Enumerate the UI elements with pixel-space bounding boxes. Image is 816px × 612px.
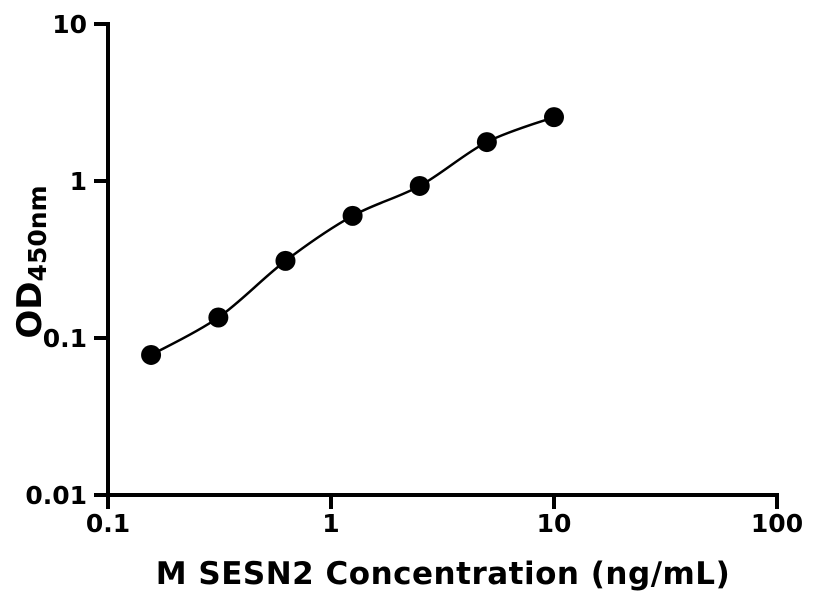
data-point bbox=[342, 205, 363, 226]
data-point bbox=[409, 175, 430, 196]
y-axis-title: OD450nm bbox=[10, 185, 52, 338]
x-tick-label: 0.1 bbox=[86, 509, 130, 538]
y-tick-label: 0.1 bbox=[43, 324, 87, 353]
x-tick-label: 100 bbox=[751, 509, 803, 538]
x-tick-label: 1 bbox=[322, 509, 339, 538]
x-axis-title: M SESN2 Concentration (ng/mL) bbox=[155, 556, 731, 592]
y-axis-title-main: OD bbox=[10, 281, 50, 339]
data-point bbox=[544, 107, 564, 128]
data-point bbox=[275, 250, 296, 271]
data-point bbox=[208, 307, 229, 328]
y-tick-label: 10 bbox=[52, 10, 87, 39]
y-axis-title-subscript: 450nm bbox=[23, 185, 52, 282]
data-point bbox=[141, 344, 162, 365]
y-tick-label: 1 bbox=[70, 167, 87, 196]
data-point bbox=[476, 132, 497, 153]
x-tick-label: 10 bbox=[537, 509, 572, 538]
y-tick-label: 0.01 bbox=[25, 481, 87, 510]
